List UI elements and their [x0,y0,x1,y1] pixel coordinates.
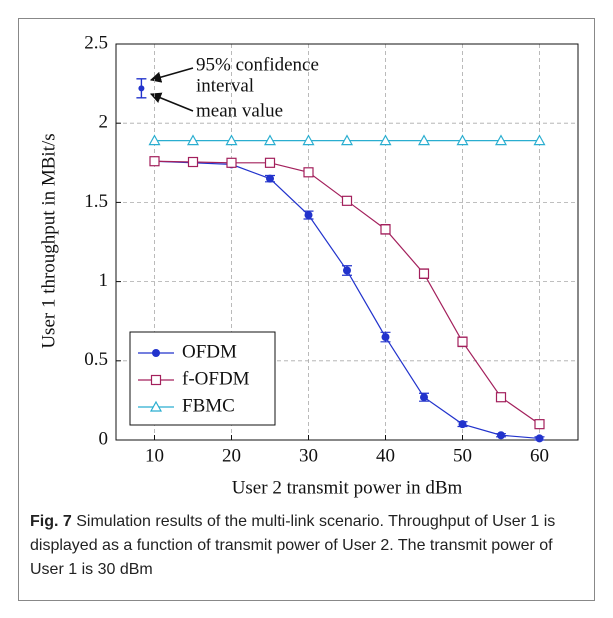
point [187,156,199,168]
x-tick-label: 60 [530,445,549,466]
point [304,211,313,220]
point [457,336,468,347]
point [148,134,161,146]
point [266,174,274,183]
arrow [149,92,194,112]
y-tick-label: 2.5 [84,32,108,53]
point [263,134,277,146]
point [535,434,544,443]
x-tick-label: 40 [376,445,395,466]
point [456,134,469,146]
x-tick-label: 50 [453,445,472,466]
y-tick-label: 0 [99,428,109,449]
point [381,333,390,342]
point [420,393,428,402]
point [149,400,163,412]
point [152,349,160,357]
point [225,134,238,146]
point [495,392,507,403]
point [303,167,314,178]
legend-label: f-OFDM [182,368,250,389]
y-axis-label: User 1 throughput in MBit/s [38,133,59,348]
y-tick-label: 0.5 [84,349,108,370]
annotation: 95% confidence [196,54,319,75]
point [264,157,276,168]
point [150,374,162,386]
point [138,85,145,92]
y-tick-label: 2 [99,112,109,133]
caption-label: Fig. 7 [30,513,72,530]
x-axis-label: User 2 transmit power in dBm [232,477,463,498]
caption: Fig. 7 Simulation results of the multi-l… [30,510,570,582]
point [343,266,351,275]
annotation: interval [196,75,254,96]
point [340,134,354,146]
caption-text: Simulation results of the multi-link sce… [30,513,556,578]
point [379,134,392,146]
point [380,224,391,235]
x-tick-label: 20 [222,445,241,466]
arrow [149,67,194,83]
point [186,134,200,146]
x-tick-label: 30 [299,445,318,466]
point [149,156,160,167]
legend-label: FBMC [182,395,235,416]
point [226,157,237,168]
y-tick-label: 1.5 [84,191,108,212]
annotation: mean value [196,100,283,121]
chart: User 2 transmit power in dBm User 1 thro… [38,32,579,498]
y-tick-label: 1 [99,270,109,291]
point [417,134,431,146]
point [497,431,505,440]
figure-frame [18,18,595,601]
point [302,134,315,146]
point [533,134,546,146]
point [494,134,508,146]
point [418,268,430,279]
point [341,195,353,206]
legend: OFDM f-OFDM FBMC [129,331,276,426]
plot-frame [115,43,579,441]
point [534,419,545,430]
legend-label: OFDM [182,341,237,362]
x-tick-label: 10 [145,445,164,466]
point [458,420,467,429]
